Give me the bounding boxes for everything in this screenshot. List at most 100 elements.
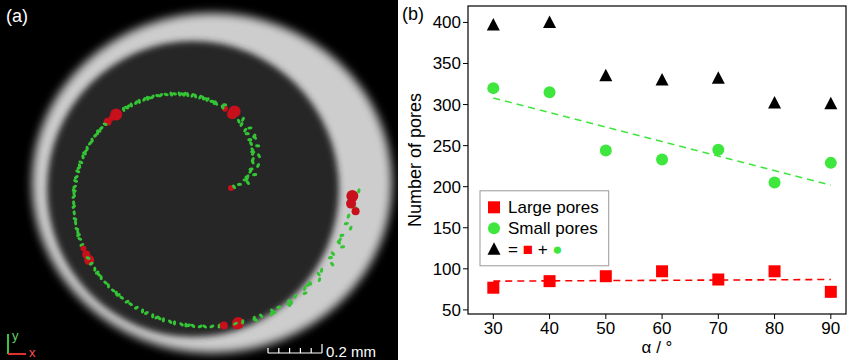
small-pore <box>119 295 125 300</box>
scale-bar-tick <box>278 348 279 353</box>
small-pore <box>343 221 349 225</box>
small-pore <box>128 301 134 306</box>
image-background <box>0 0 398 360</box>
small-pore <box>245 180 251 186</box>
small-pore <box>71 194 77 200</box>
small-pore <box>305 283 311 288</box>
small-pore <box>302 291 308 296</box>
small-pore <box>239 121 244 127</box>
small-pore <box>346 213 351 219</box>
legend-label-part: = <box>508 240 518 259</box>
data-point <box>543 15 556 28</box>
x-tick-label: 40 <box>540 319 559 338</box>
data-point <box>769 265 781 277</box>
small-pore <box>319 267 323 273</box>
small-pore <box>328 256 334 260</box>
small-pore <box>286 298 292 303</box>
large-pore <box>110 109 122 121</box>
small-pore <box>209 324 215 329</box>
small-pore <box>163 92 169 96</box>
y-tick-label: 300 <box>433 96 461 115</box>
small-pore <box>270 311 274 317</box>
scale-bar-label: 0.2 mm <box>326 343 376 360</box>
legend-label: = ■ + ● <box>508 240 563 259</box>
small-pore <box>197 94 203 100</box>
small-pore <box>255 162 260 168</box>
small-pore <box>77 236 83 241</box>
legend-label-part: ● <box>552 240 562 259</box>
small-pore <box>141 96 147 102</box>
sample-ring <box>32 13 392 353</box>
small-pore <box>147 96 153 100</box>
small-pore <box>100 275 103 280</box>
small-pore <box>76 230 80 236</box>
small-pore <box>247 126 252 129</box>
small-pore <box>247 138 252 141</box>
y-tick-label: 400 <box>433 13 461 32</box>
large-pore <box>227 109 237 119</box>
small-pore <box>213 100 218 106</box>
small-pore <box>141 308 145 314</box>
small-pore <box>209 100 214 104</box>
triad-label: y <box>12 328 19 343</box>
data-point <box>712 71 725 84</box>
small-pore <box>231 184 237 190</box>
triad-x <box>8 353 26 355</box>
data-point <box>600 145 612 157</box>
small-pore <box>356 188 361 194</box>
small-pore <box>177 91 182 97</box>
small-pore <box>85 256 91 261</box>
trend-line <box>493 98 831 185</box>
small-pore <box>151 313 155 319</box>
small-pore <box>240 116 245 122</box>
small-pore <box>72 184 78 190</box>
y-axis-title: Number of pores <box>405 93 425 227</box>
pores <box>71 91 361 330</box>
legend-marker <box>488 222 500 234</box>
small-pore <box>258 313 264 319</box>
large-pore <box>232 319 242 329</box>
y-tick-label: 150 <box>433 219 461 238</box>
small-pore <box>92 133 98 139</box>
y-tick-label: 250 <box>433 137 461 156</box>
y-tick <box>463 186 468 187</box>
small-pore <box>202 97 207 100</box>
y-tick <box>463 268 468 269</box>
legend-label-part: ■ <box>523 240 533 259</box>
triad-label: x <box>29 345 36 360</box>
small-pore <box>169 91 174 97</box>
small-pore <box>256 153 261 159</box>
legend-label: Small pores <box>508 219 598 238</box>
small-pore <box>74 220 78 226</box>
small-pore <box>102 122 108 126</box>
scale-bar-tick <box>321 344 322 353</box>
small-pore <box>317 277 321 283</box>
x-tick-label: 90 <box>821 319 840 338</box>
small-pore <box>232 321 238 326</box>
small-pore <box>202 324 208 330</box>
large-pore <box>220 322 228 330</box>
small-pore <box>220 104 225 110</box>
small-pore <box>125 104 131 110</box>
small-pore <box>237 183 242 186</box>
scale-bar-tick <box>289 348 290 353</box>
small-pore <box>244 175 250 181</box>
panel-label: (b) <box>402 4 424 24</box>
x-tick-label: 30 <box>484 319 503 338</box>
small-pore <box>197 324 203 329</box>
small-pore <box>96 129 102 133</box>
small-pore <box>329 261 335 267</box>
small-pore <box>348 225 353 231</box>
small-pore <box>241 319 245 325</box>
small-pore <box>121 106 126 112</box>
x-tick-label: 80 <box>765 319 784 338</box>
small-pore <box>293 293 298 299</box>
data-point <box>825 286 837 298</box>
small-pore <box>178 321 184 327</box>
small-pore <box>71 188 77 193</box>
small-pore <box>107 283 110 288</box>
y-tick-label: 200 <box>433 178 461 197</box>
y-tick-label: 100 <box>433 260 461 279</box>
small-pore <box>88 261 94 267</box>
y-tick-label: 350 <box>433 54 461 73</box>
